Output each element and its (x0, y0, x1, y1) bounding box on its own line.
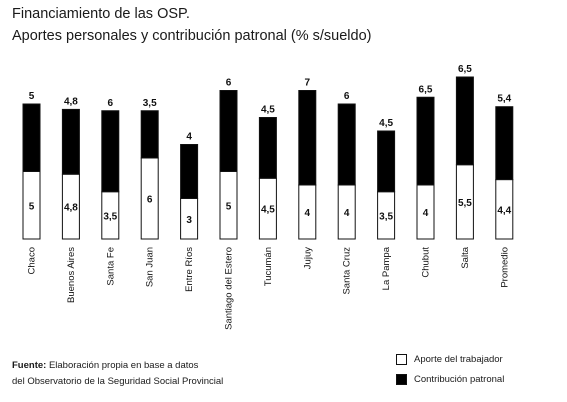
source-label: Fuente: (12, 360, 47, 371)
worker-value-label: 6 (147, 195, 153, 206)
worker-value-label: 4,4 (497, 205, 511, 216)
legend-label-employer: Contribución patronal (414, 374, 505, 385)
bar-employer (298, 90, 317, 186)
bar-employer (337, 103, 356, 186)
worker-value-label: 4,5 (261, 205, 275, 216)
worker-value-label: 3,5 (103, 211, 117, 222)
stacked-bar-chart: 5 5 Chaco 4,8 4,8 Buenos Aires 3,5 6 Santa Fe 6 3,… (22, 64, 514, 330)
employer-value-label: 6 (226, 78, 232, 89)
employer-value-label: 4,5 (261, 105, 275, 116)
worker-value-label: 5 (29, 201, 35, 212)
bar-employer (180, 144, 199, 199)
bar-employer (140, 110, 159, 159)
category-label: Entre Ríos (184, 247, 195, 292)
category-label: La Pampa (381, 246, 392, 290)
category-label: Jujuy (302, 247, 313, 269)
source-line-1: Elaboración propia en base a datos (48, 360, 199, 371)
bar-employer (61, 108, 80, 175)
worker-value-label: 5,5 (458, 198, 472, 209)
worker-value-label: 3 (186, 215, 192, 226)
legend-swatch-worker (396, 354, 407, 365)
bar-employer (377, 130, 396, 193)
employer-value-label: 6 (108, 98, 114, 109)
employer-value-label: 4,5 (379, 118, 393, 129)
category-label: Chaco (27, 247, 38, 274)
bar-employer (416, 96, 435, 186)
bar-employer (219, 90, 238, 172)
legend-item-worker: Aporte del trabajador (396, 354, 503, 365)
category-label: Buenos Aires (66, 247, 77, 303)
category-label: Santa Fe (105, 247, 116, 286)
legend-label-worker: Aporte del trabajador (414, 354, 503, 365)
employer-value-label: 6,5 (458, 64, 472, 75)
category-label: Chubut (421, 247, 432, 278)
employer-value-label: 5,4 (497, 94, 511, 105)
worker-value-label: 4 (305, 208, 311, 219)
chart-subtitle: Aportes personales y contribución patron… (12, 28, 372, 44)
worker-value-label: 4 (344, 208, 350, 219)
legend-item-employer: Contribución patronal (396, 374, 504, 385)
category-label: Tucumán (263, 247, 274, 286)
bar-employer (101, 110, 120, 193)
employer-value-label: 3,5 (143, 98, 157, 109)
employer-value-label: 4 (186, 132, 192, 143)
category-label: Promedio (499, 247, 510, 288)
category-label: Santiago del Estero (224, 247, 235, 330)
source-note: Fuente: Elaboración propia en base a dat… (12, 358, 223, 390)
legend-swatch-employer (396, 374, 407, 385)
employer-value-label: 7 (305, 78, 311, 89)
employer-value-label: 6,5 (419, 84, 433, 95)
worker-value-label: 3,5 (379, 211, 393, 222)
category-label: Santa Cruz (342, 247, 353, 295)
bar-employer (22, 103, 41, 172)
employer-value-label: 5 (29, 91, 35, 102)
category-label: Salta (460, 246, 471, 268)
worker-value-label: 4,8 (64, 203, 78, 214)
employer-value-label: 6 (344, 91, 350, 102)
worker-value-label: 4 (423, 208, 429, 219)
bar-employer (258, 117, 277, 179)
worker-value-label: 5 (226, 201, 232, 212)
chart-title: Financiamiento de las OSP. (12, 6, 190, 22)
category-label: San Juan (145, 247, 156, 287)
source-line-2: del Observatorio de la Seguridad Social … (12, 376, 224, 387)
employer-value-label: 4,8 (64, 96, 78, 107)
bar-employer (455, 76, 474, 166)
bar-employer (495, 106, 514, 181)
